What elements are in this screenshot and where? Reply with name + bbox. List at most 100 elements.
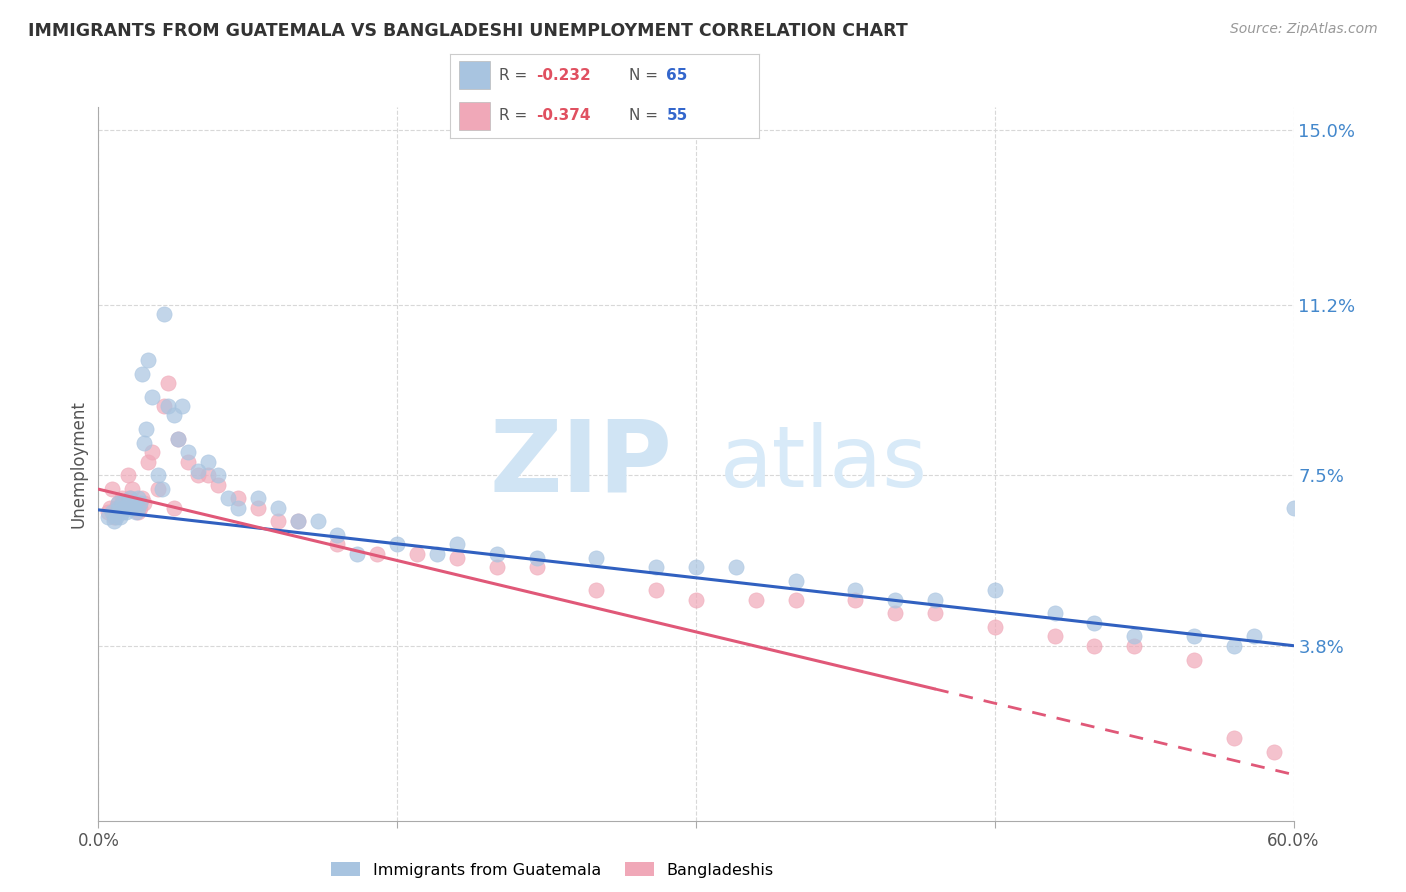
Point — [246, 500, 269, 515]
Point — [1123, 639, 1146, 653]
Point — [924, 592, 946, 607]
Text: R =: R = — [499, 68, 533, 83]
Point — [217, 491, 239, 506]
Point — [129, 496, 152, 510]
Point — [177, 445, 200, 459]
Point — [163, 409, 186, 423]
Point — [101, 505, 124, 519]
Point — [105, 509, 128, 524]
Point — [115, 505, 138, 519]
Point — [287, 515, 309, 529]
Point — [163, 500, 186, 515]
Point — [685, 592, 707, 607]
Point — [117, 500, 139, 515]
Text: IMMIGRANTS FROM GUATEMALA VS BANGLADESHI UNEMPLOYMENT CORRELATION CHART: IMMIGRANTS FROM GUATEMALA VS BANGLADESHI… — [28, 22, 908, 40]
Point — [112, 500, 135, 515]
Point — [148, 482, 170, 496]
Point — [103, 515, 125, 529]
Point — [1182, 652, 1205, 666]
Point — [246, 491, 269, 506]
Point — [111, 496, 134, 510]
Point — [167, 432, 190, 446]
Point — [485, 547, 508, 561]
Text: 65: 65 — [666, 68, 688, 83]
Point — [135, 422, 157, 436]
Point — [107, 496, 129, 510]
Point — [107, 496, 129, 510]
Point — [127, 491, 149, 506]
Point — [157, 376, 180, 391]
Point — [366, 547, 388, 561]
FancyBboxPatch shape — [460, 102, 491, 130]
Text: atlas: atlas — [720, 422, 928, 506]
Point — [115, 500, 138, 515]
Point — [884, 592, 907, 607]
Point — [172, 399, 194, 413]
Point — [226, 491, 249, 506]
Point — [645, 560, 668, 574]
Point — [526, 551, 548, 566]
Point — [267, 500, 290, 515]
Point — [1083, 615, 1105, 630]
Text: N =: N = — [630, 108, 664, 123]
Point — [984, 620, 1007, 634]
Point — [785, 592, 807, 607]
Point — [101, 482, 124, 496]
Point — [121, 482, 143, 496]
Point — [745, 592, 768, 607]
Point — [127, 500, 149, 515]
Point — [924, 607, 946, 621]
Point — [125, 500, 148, 515]
Point — [117, 468, 139, 483]
Point — [187, 464, 209, 478]
Point — [326, 528, 349, 542]
Point — [1083, 639, 1105, 653]
Point — [136, 454, 159, 468]
Point — [207, 468, 229, 483]
Point — [1263, 745, 1285, 759]
Point — [112, 500, 135, 515]
Point — [177, 454, 200, 468]
Point — [1043, 607, 1066, 621]
Text: ZIP: ZIP — [489, 416, 672, 512]
Point — [131, 491, 153, 506]
Point — [385, 537, 409, 551]
Point — [1282, 500, 1305, 515]
Point — [485, 560, 508, 574]
Point — [187, 468, 209, 483]
Point — [120, 491, 142, 506]
Text: -0.374: -0.374 — [537, 108, 591, 123]
Y-axis label: Unemployment: Unemployment — [69, 400, 87, 528]
Text: 55: 55 — [666, 108, 688, 123]
Point — [150, 482, 173, 496]
Point — [207, 477, 229, 491]
Point — [197, 454, 219, 468]
Point — [103, 509, 125, 524]
Point — [153, 307, 176, 321]
Point — [136, 353, 159, 368]
Point — [127, 505, 149, 519]
Text: R =: R = — [499, 108, 533, 123]
Point — [226, 500, 249, 515]
Point — [1043, 630, 1066, 644]
Point — [110, 509, 132, 524]
Point — [1123, 630, 1146, 644]
Point — [724, 560, 747, 574]
Point — [406, 547, 429, 561]
Point — [125, 505, 148, 519]
Point — [526, 560, 548, 574]
Point — [685, 560, 707, 574]
Point — [141, 445, 163, 459]
Point — [1182, 630, 1205, 644]
Point — [346, 547, 368, 561]
Point — [97, 505, 120, 519]
Point — [134, 496, 156, 510]
Point — [267, 515, 290, 529]
Point — [107, 500, 129, 515]
Point — [111, 491, 134, 506]
Point — [100, 500, 122, 515]
Point — [326, 537, 349, 551]
Point — [307, 515, 329, 529]
Point — [129, 500, 152, 515]
Text: Source: ZipAtlas.com: Source: ZipAtlas.com — [1230, 22, 1378, 37]
